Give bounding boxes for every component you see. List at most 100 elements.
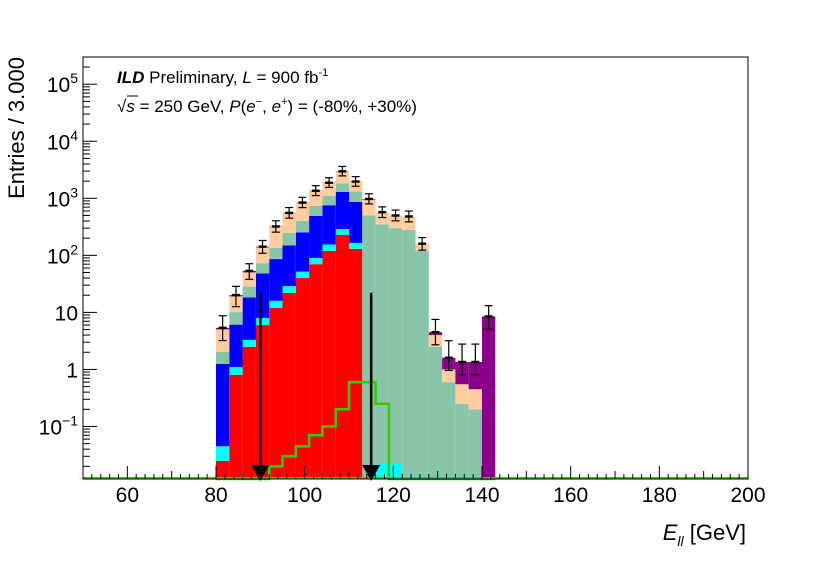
s-symbol: s: [126, 97, 135, 116]
error-bar-b18: [458, 343, 467, 376]
x-axis-label: Ell [GeV]: [663, 520, 746, 549]
bar-segment-s3-b18: [455, 403, 469, 479]
bar-segment-s1-b0: [216, 446, 230, 461]
bar-segment-s1-b8: [322, 244, 336, 251]
lumi-symbol: L: [242, 68, 251, 87]
bar-segment-s4-b8: [322, 183, 336, 196]
bar-segment-s1-b12: [375, 463, 389, 479]
bar-segment-s3-b9: [335, 183, 349, 192]
cut-arrows: [251, 292, 381, 481]
y-tick-label-5: 104: [47, 127, 78, 154]
bar-segment-s2-b6: [295, 232, 310, 272]
bar-segment-s2-b10: [349, 201, 363, 243]
bar-segment-s0-b1: [229, 374, 243, 479]
preliminary-text: Preliminary,: [144, 68, 242, 87]
bar-segment-s4-b7: [309, 191, 323, 206]
bar-segment-s2-b2: [242, 297, 256, 340]
error-bar-b13: [391, 209, 400, 222]
error-bar-b19: [471, 343, 480, 376]
bar-segment-s2-b0: [216, 364, 230, 447]
energy-text: = 250 GeV,: [135, 97, 229, 116]
error-bar-b12: [378, 206, 387, 219]
bar-segment-s3-b16: [428, 346, 443, 479]
bar-segment-s0-b3: [255, 325, 270, 479]
bar-segment-s3-b14: [402, 229, 416, 479]
y-tick-label-6: 105: [47, 70, 78, 97]
pol-sep: ,: [262, 97, 271, 116]
y-tick-label-4: 103: [47, 184, 78, 211]
cut-arrow-1: [362, 292, 381, 481]
bar-segment-s1-b2: [242, 339, 256, 347]
x-tick-label-200: 200: [730, 484, 765, 507]
bar-segment-s3-b1: [229, 312, 243, 325]
error-bar-b11: [364, 193, 373, 205]
bar-segment-s2-b7: [309, 215, 323, 258]
x-tick-label-60: 60: [116, 484, 139, 507]
bar-segment-s0-b0: [216, 460, 230, 479]
error-bar-b17: [444, 340, 453, 372]
bar-segment-s2-b5: [282, 245, 296, 287]
x-axis-label-unit: [GeV]: [684, 520, 746, 545]
bar-segment-s3-b19: [468, 409, 482, 479]
sqrt-symbol: √: [117, 97, 127, 116]
bar-segment-s1-b3: [255, 317, 270, 326]
bar-segment-s2-b8: [322, 205, 336, 245]
x-tick-label-120: 120: [376, 484, 411, 507]
bar-segment-s3-b0: [216, 351, 230, 364]
pol-values: ) = (-80%, +30%): [288, 97, 417, 116]
bar-segment-s0-b7: [309, 264, 323, 479]
bar-segment-s3-b11: [362, 215, 376, 479]
y-tick-label-0: 10−1: [39, 412, 79, 439]
bar-segment-s0-b2: [242, 346, 256, 479]
bar-segment-s1-b10: [349, 242, 363, 249]
error-bar-b5: [285, 206, 294, 219]
bar-segment-s3-b4: [269, 247, 283, 260]
bar-segment-s1-b1: [229, 367, 243, 375]
y-tick-label-1: 1: [66, 359, 78, 382]
bar-segment-s1-b5: [282, 286, 296, 293]
bar-segment-s1-b6: [295, 271, 310, 279]
bar-segment-s1-b9: [335, 228, 349, 235]
error-bar-b14: [404, 210, 413, 223]
annotation-line-2: √s = 250 GeV, P(e−, e+) = (-80%, +30%): [117, 96, 417, 116]
lumi-value: = 900 fb: [252, 68, 319, 87]
error-bar-b3: [258, 239, 267, 254]
electron-sup: −: [256, 96, 262, 108]
y-tick-label-2: 10: [55, 302, 78, 325]
annotation-line-1: ILD Preliminary, L = 900 fb-1: [117, 67, 328, 87]
bar-segment-s3-b3: [255, 263, 270, 274]
bar-segment-s5-b19: [468, 362, 482, 390]
bar-segment-s4-b14: [402, 216, 416, 230]
y-axis-label: Entries / 3.000: [4, 57, 29, 199]
x-tick-label-180: 180: [642, 484, 677, 507]
error-bar-b7: [311, 185, 320, 197]
bar-segment-s3-b10: [349, 191, 363, 202]
bar-segment-s1-b13: [388, 463, 403, 479]
x-tick-label-160: 160: [553, 484, 588, 507]
pol-open: (: [241, 97, 247, 116]
x-tick-label-100: 100: [287, 484, 322, 507]
bar-segment-s0-b5: [282, 292, 296, 479]
bar-segment-s2-b4: [269, 259, 283, 301]
error-bar-b16: [431, 318, 440, 346]
bar-segment-s1-b4: [269, 300, 283, 308]
x-tick-label-80: 80: [204, 484, 227, 507]
error-bar-b6: [298, 196, 307, 209]
bar-segment-s3-b13: [388, 228, 403, 464]
x-axis: 60 80 100 120 140 160 180 200: [82, 466, 766, 507]
error-bars: [218, 165, 493, 376]
error-bar-b4: [271, 220, 280, 233]
bar-segment-s0-b10: [349, 248, 363, 479]
pol-symbol: P: [229, 97, 241, 116]
bar-segment-s0-b8: [322, 250, 336, 479]
bar-segment-s3-b8: [322, 195, 336, 206]
histogram-bars: [216, 171, 496, 479]
x-axis-label-sub: ll: [677, 533, 684, 549]
electron-symbol: e: [246, 97, 255, 116]
bar-segment-s3-b2: [242, 286, 256, 298]
error-bar-b1: [231, 285, 240, 308]
bar-segment-s2-b1: [229, 324, 243, 368]
bar-segment-s3-b15: [415, 250, 429, 479]
error-bar-b20: [484, 305, 493, 330]
